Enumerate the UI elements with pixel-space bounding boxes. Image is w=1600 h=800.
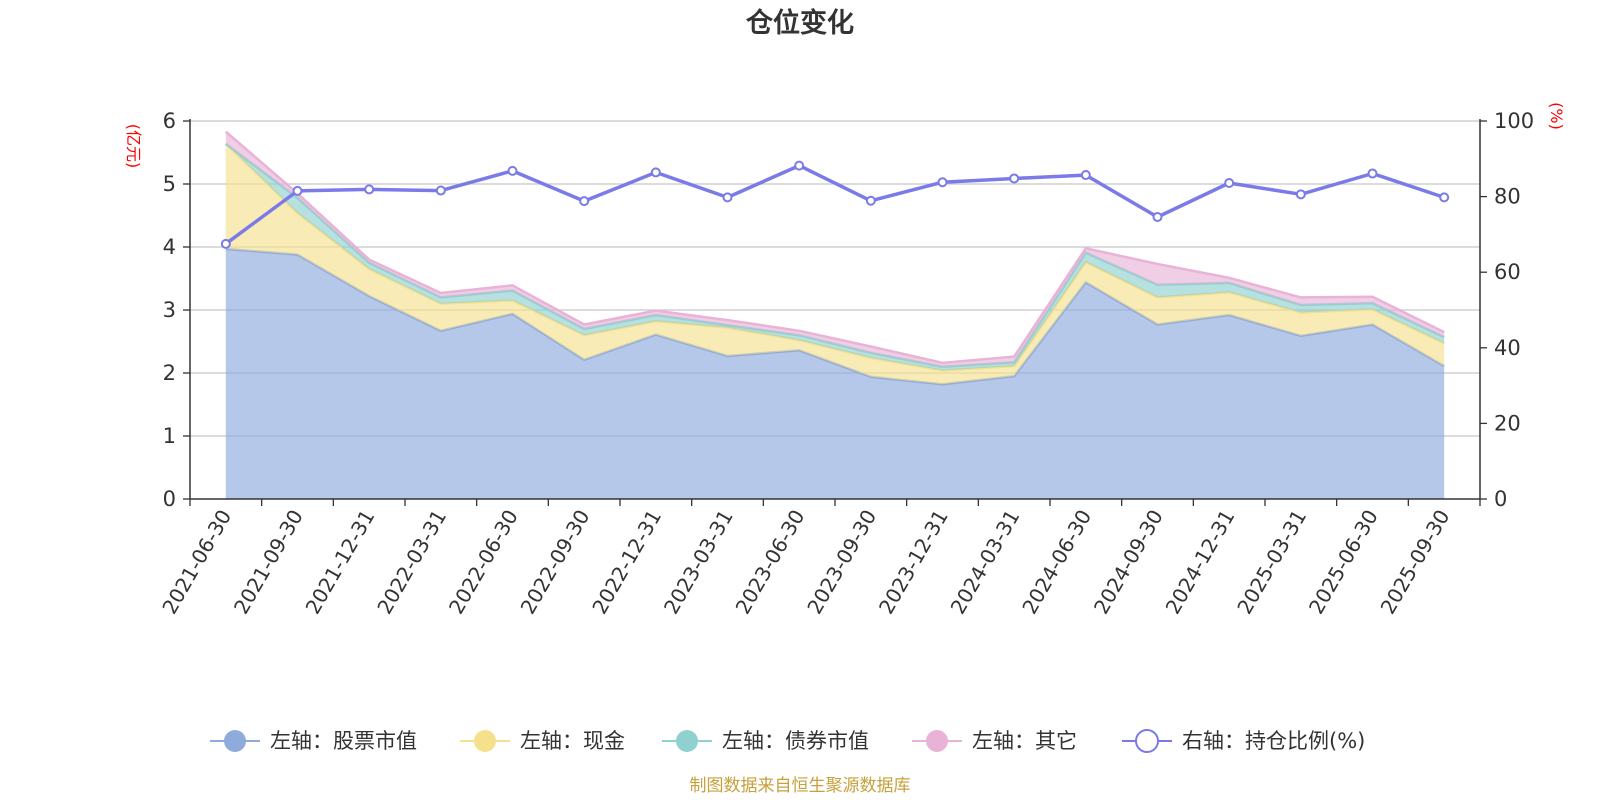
x-axis-tick-label: 2021-09-30 xyxy=(229,506,308,619)
holding-ratio-point xyxy=(364,184,375,195)
legend-label-2: 左轴：现金 xyxy=(520,729,625,753)
legend-label-3: 左轴：债券市值 xyxy=(722,729,869,753)
left-axis-tick-label: 1 xyxy=(163,424,176,448)
x-axis-tick-label: 2021-06-30 xyxy=(157,506,236,619)
x-axis-tick-label: 2021-12-31 xyxy=(301,506,380,619)
holding-ratio-point xyxy=(1367,168,1378,179)
right-axis-tick-label: 100 xyxy=(1494,109,1534,133)
holding-ratio-point xyxy=(1295,189,1306,200)
area-series-2 xyxy=(225,143,1445,385)
holding-ratio-point xyxy=(937,177,948,188)
area-series-1 xyxy=(225,248,1445,499)
right-axis-unit: (%) xyxy=(1547,102,1566,130)
legend-marker-3 xyxy=(676,730,698,752)
left-axis-tick-label: 5 xyxy=(163,172,176,196)
x-axis-tick-label: 2023-09-30 xyxy=(802,506,881,619)
x-axis-tick-label: 2025-03-31 xyxy=(1232,506,1311,619)
x-axis-tick-label: 2022-09-30 xyxy=(516,506,595,619)
x-axis-tick-label: 2025-09-30 xyxy=(1376,506,1455,619)
x-axis-tick-label: 2024-09-30 xyxy=(1089,506,1168,619)
holding-ratio-point xyxy=(722,192,733,203)
holding-ratio-point xyxy=(1439,192,1450,203)
left-axis-unit: (亿元) xyxy=(124,124,143,169)
x-axis-tick-label: 2024-03-31 xyxy=(946,506,1025,619)
right-axis-tick-label: 60 xyxy=(1494,260,1521,284)
stacked-areas xyxy=(224,130,1445,499)
right-axis-tick-label: 20 xyxy=(1494,411,1521,435)
holding-ratio-point xyxy=(794,160,805,171)
x-axis-tick-label: 2024-06-30 xyxy=(1017,506,1096,619)
left-axis-tick-label: 4 xyxy=(163,235,176,259)
holding-ratio-point xyxy=(292,185,303,196)
left-axis-tick-label: 3 xyxy=(163,298,176,322)
holding-ratio-point xyxy=(1009,173,1020,184)
legend-label-4: 左轴：其它 xyxy=(972,729,1077,753)
legend-marker-4 xyxy=(926,730,948,752)
legend-label-5: 右轴：持仓比例(%) xyxy=(1182,729,1365,753)
x-axis-tick-label: 2024-12-31 xyxy=(1161,506,1240,619)
holding-ratio-point xyxy=(865,195,876,206)
holding-ratio-point xyxy=(1152,212,1163,223)
x-axis-tick-label: 2025-06-30 xyxy=(1304,506,1383,619)
legend-marker-2 xyxy=(474,730,496,752)
data-source-note: 制图数据来自恒生聚源数据库 xyxy=(690,776,911,796)
area-series-4-edge xyxy=(224,130,1445,365)
x-axis-tick-label: 2022-12-31 xyxy=(587,506,666,619)
chart-title: 仓位变化 xyxy=(745,7,854,39)
right-axis-tick-label: 0 xyxy=(1494,487,1507,511)
holding-ratio-point xyxy=(507,165,518,176)
holding-ratio-path xyxy=(224,163,1445,246)
legend-marker-1 xyxy=(224,730,246,752)
holding-ratio-line xyxy=(220,160,1450,249)
left-axis-tick-label: 6 xyxy=(163,109,176,133)
legend-marker-5 xyxy=(1135,729,1159,753)
right-axis-tick-label: 80 xyxy=(1494,185,1521,209)
holding-ratio-point xyxy=(435,185,446,196)
holding-ratio-point xyxy=(220,238,231,249)
holding-ratio-point xyxy=(1080,170,1091,181)
legend-label-1: 左轴：股票市值 xyxy=(270,729,417,753)
x-axis-tick-label: 2022-03-31 xyxy=(372,506,451,619)
right-axis-tick-label: 40 xyxy=(1494,336,1521,360)
holding-ratio-point xyxy=(1224,177,1235,188)
x-axis-tick-label: 2023-12-31 xyxy=(874,506,953,619)
x-axis-tick-label: 2022-06-30 xyxy=(444,506,523,619)
left-axis-tick-label: 2 xyxy=(163,361,176,385)
left-axis-tick-label: 0 xyxy=(163,487,176,511)
holding-ratio-point xyxy=(650,167,661,178)
legend: 左轴：股票市值 左轴：现金 左轴：债券市值 左轴：其它 右轴：持仓比例(%) xyxy=(210,729,1365,753)
x-axis-tick-label: 2023-06-30 xyxy=(731,506,810,619)
holding-ratio-point xyxy=(579,196,590,207)
x-axis-tick-label: 2023-03-31 xyxy=(659,506,738,619)
